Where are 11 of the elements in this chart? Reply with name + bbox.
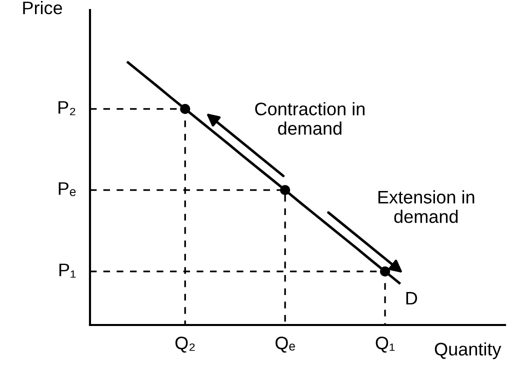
annotation: Contraction in demand bbox=[255, 102, 364, 135]
x-tick-label: Q₂ bbox=[175, 336, 195, 353]
annotation: Extension in demand bbox=[378, 190, 474, 224]
y-axis-title: Price bbox=[23, 1, 62, 14]
x-tick-label: Qₑ bbox=[276, 336, 295, 353]
text: Pₑ bbox=[58, 182, 76, 196]
x-axis-title: Quantity bbox=[434, 342, 502, 360]
text: P₁ bbox=[59, 264, 76, 278]
x-tick-label: Q₁ bbox=[376, 336, 395, 353]
text: P₂ bbox=[58, 101, 76, 116]
legend-label: D bbox=[406, 292, 418, 304]
